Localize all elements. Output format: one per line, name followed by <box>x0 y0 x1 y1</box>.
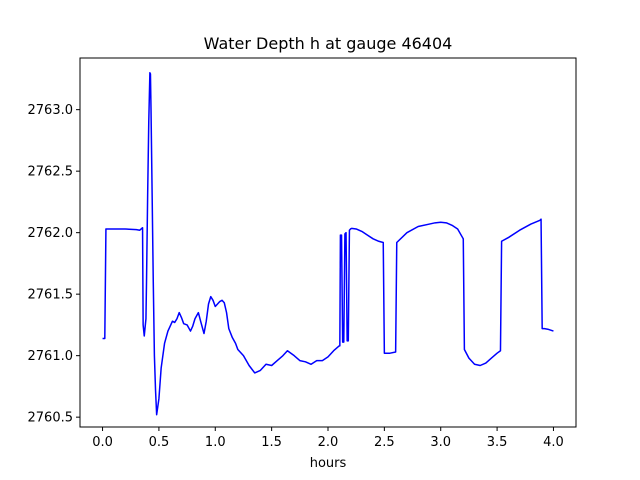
x-tick-label: 1.0 <box>205 435 226 450</box>
x-tick-label: 4.0 <box>543 435 564 450</box>
y-axis-ticks: 2760.5 2761.0 2761.5 2762.0 2762.5 2763.0 <box>28 103 80 426</box>
x-tick-label: 0.0 <box>92 435 113 450</box>
x-tick-label: 3.0 <box>430 435 451 450</box>
plot-area <box>79 57 577 428</box>
x-tick-label: 3.5 <box>487 435 508 450</box>
x-tick-label: 2.5 <box>374 435 395 450</box>
y-tick-label: 2761.5 <box>28 288 74 303</box>
x-axis-label: hours <box>310 456 347 471</box>
x-axis-ticks: 0.0 0.5 1.0 1.5 2.0 2.5 3.0 3.5 4.0 <box>92 427 564 450</box>
water-depth-series-line <box>102 72 554 416</box>
y-tick-label: 2762.5 <box>28 165 74 180</box>
x-tick-label: 1.5 <box>261 435 282 450</box>
chart-title: Water Depth h at gauge 46404 <box>204 34 453 53</box>
x-tick-label: 0.5 <box>149 435 170 450</box>
y-tick-label: 2761.0 <box>28 349 74 364</box>
y-tick-label: 2763.0 <box>28 103 74 118</box>
y-tick-label: 2760.5 <box>28 411 74 426</box>
y-tick-label: 2762.0 <box>28 226 74 241</box>
x-tick-label: 2.0 <box>318 435 339 450</box>
